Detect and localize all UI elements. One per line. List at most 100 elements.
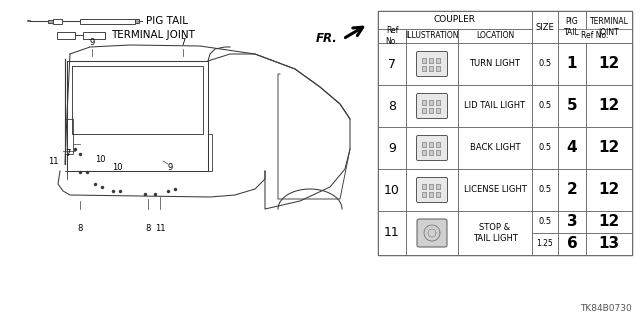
FancyBboxPatch shape (586, 85, 632, 127)
Text: ILLUSTRATION: ILLUSTRATION (405, 32, 459, 41)
FancyBboxPatch shape (458, 127, 532, 169)
Text: 9: 9 (388, 142, 396, 154)
Text: 11: 11 (155, 224, 166, 233)
FancyBboxPatch shape (378, 169, 406, 211)
FancyBboxPatch shape (57, 32, 75, 39)
FancyBboxPatch shape (429, 66, 433, 71)
FancyBboxPatch shape (406, 211, 458, 255)
FancyBboxPatch shape (422, 150, 426, 155)
FancyBboxPatch shape (378, 127, 406, 169)
FancyBboxPatch shape (532, 127, 558, 169)
FancyBboxPatch shape (458, 85, 532, 127)
FancyBboxPatch shape (436, 192, 440, 197)
Text: 6: 6 (566, 236, 577, 251)
FancyBboxPatch shape (532, 11, 558, 43)
FancyBboxPatch shape (422, 66, 426, 71)
Text: 7: 7 (66, 150, 71, 159)
FancyBboxPatch shape (436, 66, 440, 71)
FancyBboxPatch shape (458, 211, 532, 255)
Text: 2: 2 (566, 182, 577, 197)
FancyBboxPatch shape (417, 93, 447, 118)
FancyBboxPatch shape (429, 58, 433, 63)
Text: 12: 12 (598, 99, 620, 114)
FancyBboxPatch shape (458, 29, 532, 43)
Text: 12: 12 (598, 140, 620, 155)
Text: 0.5: 0.5 (538, 186, 552, 195)
Text: TERMINAL
JOINT: TERMINAL JOINT (589, 17, 628, 37)
FancyBboxPatch shape (558, 211, 586, 233)
Text: 8: 8 (77, 224, 83, 233)
FancyBboxPatch shape (406, 29, 458, 43)
Text: 9: 9 (90, 38, 95, 47)
Text: 9: 9 (168, 164, 173, 173)
FancyBboxPatch shape (532, 233, 558, 255)
Text: 12: 12 (598, 182, 620, 197)
Text: 10: 10 (95, 154, 105, 164)
Text: 8: 8 (145, 224, 150, 233)
FancyBboxPatch shape (586, 169, 632, 211)
FancyBboxPatch shape (422, 100, 426, 105)
Text: 1.25: 1.25 (536, 240, 554, 249)
FancyBboxPatch shape (378, 11, 532, 29)
FancyBboxPatch shape (586, 233, 632, 255)
FancyBboxPatch shape (83, 32, 105, 39)
FancyBboxPatch shape (532, 43, 558, 85)
FancyBboxPatch shape (406, 43, 458, 85)
FancyBboxPatch shape (422, 142, 426, 147)
FancyBboxPatch shape (458, 43, 532, 85)
Text: LOCATION: LOCATION (476, 32, 514, 41)
FancyBboxPatch shape (48, 19, 53, 23)
Text: LICENSE LIGHT: LICENSE LIGHT (463, 186, 526, 195)
FancyBboxPatch shape (436, 142, 440, 147)
FancyBboxPatch shape (429, 150, 433, 155)
FancyBboxPatch shape (436, 58, 440, 63)
FancyBboxPatch shape (586, 211, 632, 233)
Text: 10: 10 (384, 183, 400, 197)
Text: 13: 13 (598, 236, 620, 251)
Text: FR.: FR. (316, 33, 337, 46)
FancyBboxPatch shape (80, 19, 135, 24)
Text: 10: 10 (112, 164, 122, 173)
Text: Ref No.: Ref No. (581, 32, 609, 41)
FancyBboxPatch shape (417, 51, 447, 77)
Text: TK84B0730: TK84B0730 (580, 304, 632, 313)
FancyBboxPatch shape (558, 85, 586, 127)
Text: 12: 12 (598, 56, 620, 71)
FancyBboxPatch shape (558, 11, 586, 43)
Text: 8: 8 (388, 100, 396, 113)
FancyBboxPatch shape (429, 100, 433, 105)
FancyBboxPatch shape (586, 11, 632, 43)
FancyBboxPatch shape (406, 85, 458, 127)
Text: LID TAIL LIGHT: LID TAIL LIGHT (465, 101, 525, 110)
Text: 0.5: 0.5 (538, 60, 552, 69)
FancyBboxPatch shape (436, 100, 440, 105)
Text: 11: 11 (384, 226, 400, 240)
FancyBboxPatch shape (586, 127, 632, 169)
Text: 4: 4 (566, 140, 577, 155)
FancyBboxPatch shape (558, 233, 586, 255)
Text: 12: 12 (598, 214, 620, 229)
FancyBboxPatch shape (429, 108, 433, 113)
FancyBboxPatch shape (422, 184, 426, 189)
FancyBboxPatch shape (436, 150, 440, 155)
Text: PIG
TAIL: PIG TAIL (564, 17, 580, 37)
FancyBboxPatch shape (558, 29, 632, 43)
Text: SIZE: SIZE (536, 23, 554, 32)
FancyBboxPatch shape (53, 19, 62, 24)
Text: TERMINAL JOINT: TERMINAL JOINT (111, 30, 195, 40)
Text: 0.5: 0.5 (538, 144, 552, 152)
FancyBboxPatch shape (532, 169, 558, 211)
FancyBboxPatch shape (532, 211, 558, 233)
Text: 5: 5 (566, 99, 577, 114)
Text: 3: 3 (566, 214, 577, 229)
FancyBboxPatch shape (378, 29, 406, 43)
FancyBboxPatch shape (429, 192, 433, 197)
Text: 7: 7 (388, 57, 396, 70)
FancyBboxPatch shape (422, 58, 426, 63)
FancyBboxPatch shape (429, 142, 433, 147)
Text: 0.5: 0.5 (538, 101, 552, 110)
Text: TURN LIGHT: TURN LIGHT (470, 60, 520, 69)
FancyBboxPatch shape (378, 43, 406, 85)
Text: 11: 11 (49, 157, 59, 166)
FancyBboxPatch shape (429, 184, 433, 189)
